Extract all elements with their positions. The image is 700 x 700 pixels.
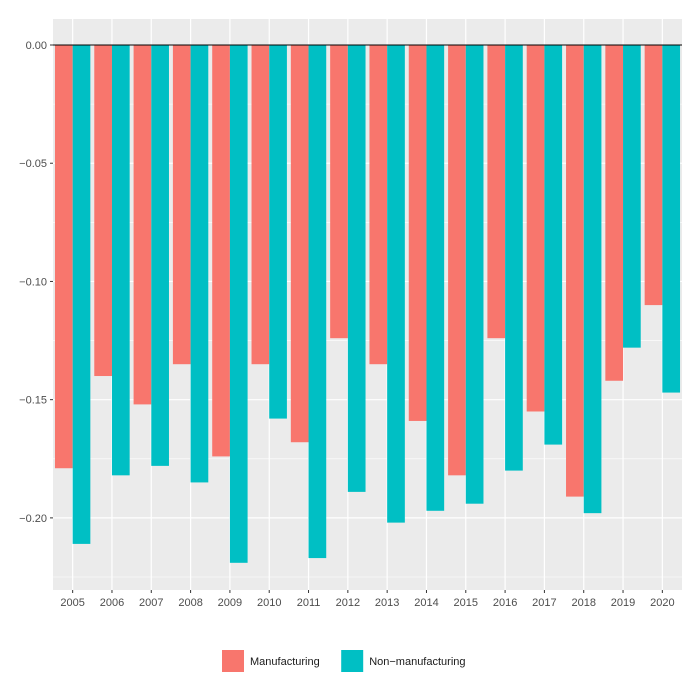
bar	[212, 45, 230, 457]
bar	[330, 45, 348, 339]
bar	[172, 45, 191, 365]
x-tick-label: 2014	[414, 597, 438, 609]
x-tick-label: 2019	[611, 597, 635, 609]
bar	[229, 45, 248, 563]
bar	[662, 45, 681, 393]
x-tick-label: 2011	[297, 597, 321, 609]
x-tick-label: 2006	[100, 597, 124, 609]
x-tick-label: 2018	[571, 597, 595, 609]
x-tick-label: 2008	[178, 597, 202, 609]
bar	[151, 45, 169, 466]
y-tick-label: −0.10	[19, 276, 47, 288]
x-tick-label: 2010	[257, 597, 281, 609]
legend: Manufacturing Non−manufacturing	[222, 650, 466, 672]
y-tick-label: 0.00	[26, 40, 47, 52]
bar	[448, 45, 466, 476]
bar	[623, 45, 641, 348]
bars	[53, 44, 682, 563]
x-tick-label: 2020	[650, 597, 674, 609]
bar	[190, 45, 209, 483]
legend-key	[341, 650, 364, 672]
y-tick-label: −0.15	[19, 395, 47, 407]
bar	[347, 45, 366, 492]
bar	[111, 45, 130, 476]
bar	[387, 45, 405, 523]
bar	[72, 45, 91, 544]
bar	[426, 45, 445, 511]
legend-key	[222, 650, 244, 672]
bar	[290, 45, 309, 443]
x-tick-label: 2005	[60, 597, 84, 609]
bar	[526, 45, 545, 412]
bar	[94, 45, 112, 377]
bar	[487, 45, 506, 339]
bar	[583, 45, 602, 514]
y-tick-label: −0.05	[19, 158, 47, 170]
bar	[54, 45, 73, 469]
x-tick-label: 2007	[139, 597, 163, 609]
legend-label: Manufacturing	[250, 656, 320, 668]
bar	[251, 45, 270, 365]
bar	[566, 45, 584, 497]
bar	[133, 45, 152, 405]
bar	[505, 45, 523, 471]
bar	[605, 45, 624, 381]
x-tick-label: 2016	[493, 597, 517, 609]
bar	[465, 45, 484, 504]
x-tick-label: 2012	[336, 597, 360, 609]
bar	[544, 45, 563, 445]
x-axis: 2005 2006 2007 2008 2009 2010 2011 2012 2013 2014…	[60, 590, 675, 609]
bar	[644, 45, 663, 306]
bar	[369, 45, 388, 365]
x-tick-label: 2013	[375, 597, 399, 609]
legend-label: Non−manufacturing	[369, 656, 465, 668]
bar	[308, 45, 327, 559]
bar	[408, 45, 427, 421]
x-tick-label: 2015	[454, 597, 478, 609]
y-axis: 0.00 −0.05 −0.10 −0.15 −0.20	[19, 40, 53, 525]
x-tick-label: 2009	[218, 597, 242, 609]
y-tick-label: −0.20	[19, 513, 47, 525]
bar	[269, 45, 287, 419]
x-tick-label: 2017	[532, 597, 556, 609]
